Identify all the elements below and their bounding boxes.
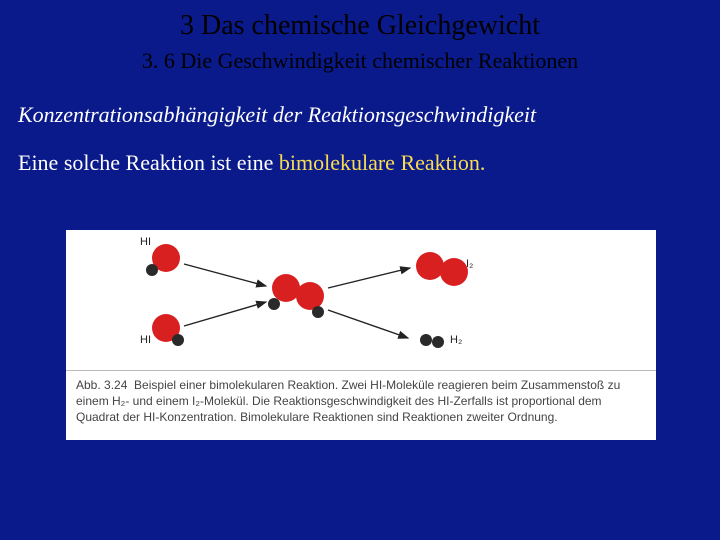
label-hi-top: HI [140, 236, 151, 248]
body-prefix: Eine solche Reaktion ist eine [18, 150, 279, 175]
label-h2: H₂ [450, 334, 462, 346]
body-text: Eine solche Reaktion ist eine bimolekula… [0, 128, 720, 176]
body-emphasis: bimolekulare Reaktion. [279, 150, 486, 175]
figure-caption: Abb. 3.24 Beispiel einer bimolekularen R… [66, 371, 656, 426]
slide-title: 3 Das chemische Gleichgewicht [0, 0, 720, 42]
figure-panel: HI HI I₂ H₂ Abb. 3.24 Beispiel einer bim… [66, 230, 656, 440]
label-i2: I₂ [466, 258, 473, 270]
slide: 3 Das chemische Gleichgewicht 3. 6 Die G… [0, 0, 720, 540]
slide-subtitle: 3. 6 Die Geschwindigkeit chemischer Reak… [0, 42, 720, 74]
label-hi-bottom: HI [140, 334, 151, 346]
figure-canvas: HI HI I₂ H₂ [66, 230, 656, 371]
reaction-diagram [66, 230, 656, 370]
caption-body: Beispiel einer bimolekularen Reaktion. Z… [76, 378, 620, 424]
section-heading: Konzentrationsabhängigkeit der Reaktions… [0, 74, 720, 128]
caption-prefix: Abb. 3.24 [76, 378, 127, 392]
